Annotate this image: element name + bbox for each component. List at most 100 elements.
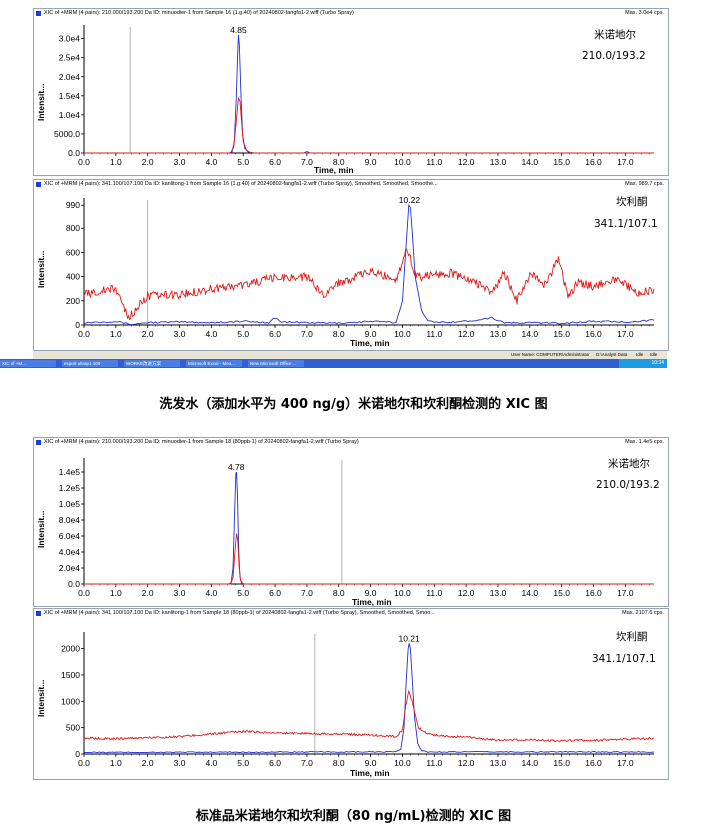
- x-tick-label: 3.0: [174, 588, 186, 598]
- panel-marker-icon: [36, 182, 41, 187]
- status-bar: User Name: COMPUTER\Administrator D:\Ana…: [33, 351, 667, 359]
- x-tick-label: 6.0: [269, 157, 281, 167]
- x-tick-label: 15.0: [553, 329, 570, 339]
- x-tick-label: 5.0: [237, 329, 249, 339]
- peak-label: 4.85: [230, 25, 247, 35]
- status-state-2: Idle: [650, 352, 658, 357]
- x-tick-label: 17.0: [617, 329, 634, 339]
- panel-title: XIC of +MRM (4 pairs): 341.100/107.100 D…: [34, 609, 668, 618]
- compound-label: 米诺地尔: [594, 28, 636, 41]
- y-tick-label: 990: [66, 200, 80, 210]
- x-tick-label: 14.0: [522, 329, 539, 339]
- taskbar-item[interactable]: XIC of +M...: [0, 360, 56, 367]
- x-tick-label: 0.0: [78, 588, 90, 598]
- status-path: D:\Analyst Data: [596, 352, 628, 357]
- x-tick-label: 5.0: [237, 157, 249, 167]
- panel-title-text: XIC of +MRM (4 pairs): 341.100/107.100 D…: [44, 181, 438, 187]
- x-tick-label: 17.0: [617, 157, 634, 167]
- x-tick-label: 13.0: [490, 329, 507, 339]
- x-tick-label: 6.0: [269, 758, 281, 768]
- x-tick-label: 15.0: [553, 588, 570, 598]
- panel-title: XIC of +MRM (4 pairs): 341.100/107.100 D…: [34, 180, 668, 189]
- x-axis-label: Time, min: [314, 165, 354, 175]
- y-tick-label: 0.0: [68, 579, 80, 589]
- status-user: User Name: COMPUTER\Administrator: [511, 352, 590, 357]
- x-tick-label: 4.0: [205, 588, 217, 598]
- x-tick-label: 7.0: [301, 758, 313, 768]
- y-tick-label: 6.0e4: [59, 531, 81, 541]
- taskbar: XIC of +M... export ultrap1 100 WORKE改进方…: [0, 359, 667, 368]
- x-tick-label: 13.0: [490, 588, 507, 598]
- x-tick-label: 0.0: [78, 329, 90, 339]
- x-tick-label: 1.0: [110, 329, 122, 339]
- x-tick-label: 2.0: [142, 329, 154, 339]
- compound-label: 坎利酮: [616, 195, 648, 208]
- series-line-red: [84, 97, 654, 154]
- x-tick-label: 12.0: [458, 157, 475, 167]
- x-tick-label: 16.0: [585, 758, 602, 768]
- chart-svg-3: 米诺地尔 210.0/193.2 Intensit... Time, min 0…: [36, 457, 660, 607]
- caption-bottom: 标准品米诺地尔和坎利酮（80 ng/mL)检测的 XIC 图: [195, 809, 512, 824]
- x-tick-label: 15.0: [553, 157, 570, 167]
- y-tick-label: 1.0e4: [59, 110, 81, 120]
- x-tick-label: 13.0: [490, 157, 507, 167]
- x-tick-label: 12.0: [458, 329, 475, 339]
- x-tick-label: 11.0: [426, 329, 442, 339]
- x-tick-label: 8.0: [333, 588, 345, 598]
- chart-panel-1: XIC of +MRM (4 pairs): 210.000/193.200 D…: [33, 8, 669, 176]
- x-tick-label: 14.0: [522, 588, 539, 598]
- x-tick-label: 9.0: [365, 588, 377, 598]
- y-axis-label: Intensit...: [36, 680, 46, 717]
- x-tick-label: 2.0: [142, 588, 154, 598]
- x-tick-label: 6.0: [269, 588, 281, 598]
- x-tick-label: 0.0: [78, 157, 90, 167]
- x-tick-label: 2.0: [142, 758, 154, 768]
- x-tick-label: 12.0: [458, 588, 475, 598]
- x-tick-label: 8.0: [333, 157, 345, 167]
- x-tick-label: 16.0: [585, 157, 602, 167]
- x-tick-label: 17.0: [617, 588, 634, 598]
- chart-svg-2: 坎利酮 341.1/107.1 Intensit... Time, min 0.…: [36, 195, 658, 348]
- caption-top: 洗发水（添加水平为 400 ng/g）米诺地尔和坎利酮检测的 XIC 图: [159, 397, 548, 412]
- chart-panel-3: XIC of +MRM (4 pairs): 210.000/193.200 D…: [33, 437, 669, 607]
- peak-label: 10.21: [398, 633, 420, 643]
- x-tick-label: 13.0: [490, 758, 507, 768]
- series-line-red: [83, 248, 655, 321]
- y-tick-label: 1500: [61, 670, 80, 680]
- x-tick-label: 10.0: [394, 157, 411, 167]
- y-tick-label: 8.0e4: [59, 515, 81, 525]
- taskbar-item[interactable]: New Microsoft Office ...: [248, 360, 304, 367]
- taskbar-item[interactable]: Microsoft Excel - Mea...: [186, 360, 242, 367]
- x-tick-label: 1.0: [110, 157, 122, 167]
- panel-marker-icon: [36, 440, 41, 445]
- x-tick-label: 11.0: [426, 588, 442, 598]
- y-tick-label: 0.0: [68, 148, 80, 158]
- x-tick-label: 9.0: [365, 758, 377, 768]
- x-tick-label: 8.0: [333, 329, 345, 339]
- y-tick-label: 2000: [61, 644, 80, 654]
- clock: 10:34: [651, 360, 664, 366]
- x-tick-label: 2.0: [142, 157, 154, 167]
- x-tick-label: 10.0: [394, 588, 411, 598]
- y-tick-label: 600: [66, 247, 80, 257]
- y-tick-label: 200: [66, 296, 80, 306]
- y-tick-label: 2.0e4: [59, 72, 81, 82]
- y-axis-label: Intensit...: [36, 251, 46, 288]
- chart-svg-1: 米诺地尔 210.0/193.2 Intensit... Time, min 0…: [36, 25, 654, 175]
- x-tick-label: 17.0: [617, 758, 634, 768]
- y-tick-label: 1000: [61, 696, 80, 706]
- x-tick-label: 3.0: [174, 758, 186, 768]
- y-tick-label: 0: [75, 749, 80, 759]
- y-tick-label: 4.0e4: [59, 547, 81, 557]
- transition-label: 210.0/193.2: [596, 479, 660, 491]
- x-tick-label: 6.0: [269, 329, 281, 339]
- chart-panel-2: XIC of +MRM (4 pairs): 341.100/107.100 D…: [33, 179, 669, 351]
- taskbar-item[interactable]: export ultrap1 100: [62, 360, 118, 367]
- x-tick-label: 1.0: [110, 588, 122, 598]
- transition-label: 341.1/107.1: [592, 653, 656, 665]
- x-tick-label: 11.0: [426, 157, 442, 167]
- x-tick-label: 16.0: [585, 588, 602, 598]
- y-tick-label: 2.0e4: [59, 563, 81, 573]
- y-tick-label: 1.4e5: [59, 467, 81, 477]
- taskbar-item[interactable]: WORKE改进方案: [124, 360, 180, 367]
